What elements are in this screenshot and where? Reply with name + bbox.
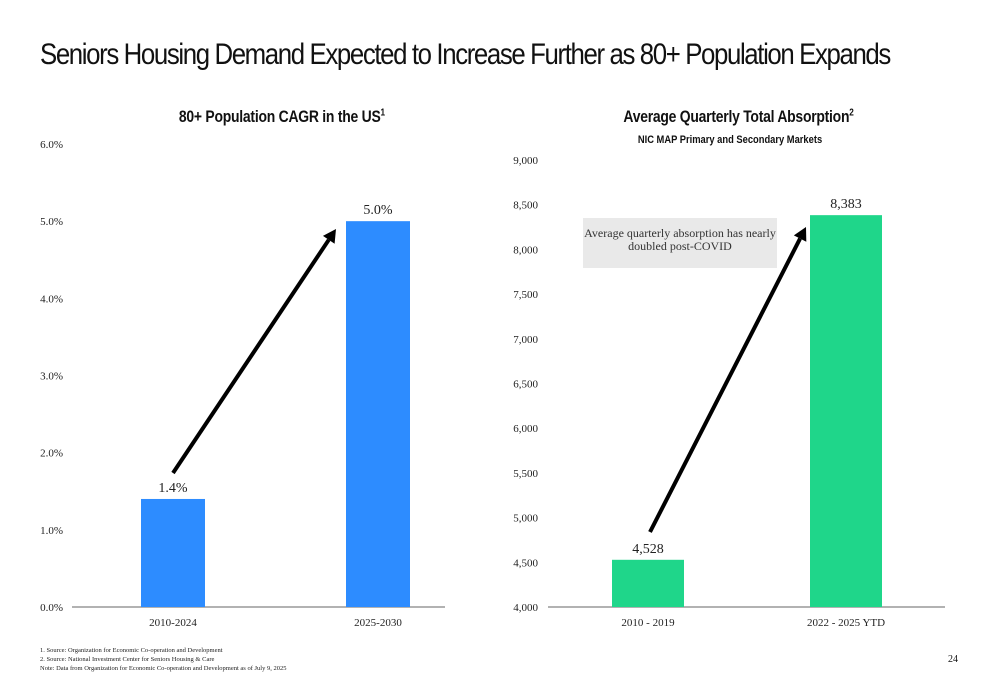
- chart1-ytick: 2.0%: [40, 448, 63, 460]
- chart2-ytick: 8,500: [513, 200, 538, 212]
- chart1-title: 80+ Population CAGR in the US1: [179, 107, 385, 127]
- chart2-title: Average Quarterly Total Absorption2: [623, 107, 853, 127]
- chart2-subtitle: NIC MAP Primary and Secondary Markets: [637, 134, 823, 146]
- chart2-bar: [810, 215, 882, 607]
- footnotes: 1. Source: Organization for Economic Co-…: [40, 646, 286, 673]
- chart2-ytick: 6,500: [513, 379, 538, 391]
- chart2-ytick: 5,000: [513, 513, 538, 525]
- chart1-xtick: 2010-2024: [149, 617, 197, 629]
- footnote-note: Note: Data from Organization for Economi…: [40, 665, 287, 672]
- chart1-ytick: 3.0%: [40, 371, 63, 383]
- chart1-ytick: 4.0%: [40, 293, 63, 305]
- chart1-bar: [346, 221, 410, 607]
- chart2-data-label: 8,383: [830, 197, 862, 212]
- chart2-arrow-head: [793, 227, 807, 242]
- chart1-svg: 0.0% 1.0% 2.0% 3.0% 4.0% 5.0% 6.0% 1.4% 2010-202…: [40, 139, 445, 629]
- chart1-arrow-shaft: [171, 238, 331, 475]
- footnote-2: 2. Source: National Investment Center fo…: [40, 656, 215, 663]
- chart1-ytick: 0.0%: [40, 602, 63, 614]
- chart2-ytick: 4,000: [513, 602, 538, 614]
- chart2-ytick: 5,500: [513, 468, 538, 480]
- chart2-title-text: Average Quarterly Total Absorption: [623, 107, 850, 126]
- chart2-ytick: 4,500: [513, 557, 538, 569]
- footnote-1: 1. Source: Organization for Economic Co-…: [40, 647, 223, 654]
- chart1-data-label: 1.4%: [158, 481, 188, 496]
- chart2-xtick: 2010 - 2019: [621, 617, 675, 629]
- chart1-ytick: 5.0%: [40, 216, 63, 228]
- chart2-bar: [612, 559, 684, 607]
- chart2-xtick: 2022 - 2025 YTD: [807, 617, 885, 629]
- chart2-title-footnote: 2: [849, 107, 854, 119]
- page-number: 24: [948, 654, 958, 665]
- chart2-svg: 4,000 4,500 5,000 5,500 6,000 6,500 7,000 7,500…: [513, 155, 945, 629]
- chart1-bar: [141, 498, 205, 607]
- chart1-ytick: 1.0%: [40, 525, 63, 537]
- chart1-ytick: 6.0%: [40, 139, 63, 151]
- chart1-xtick: 2025-2030: [354, 617, 402, 629]
- chart1-arrow-head: [322, 229, 336, 244]
- chart1-title-footnote: 1: [380, 107, 386, 119]
- chart2-ytick: 6,000: [513, 423, 538, 435]
- chart1-title-text: 80+ Population CAGR in the US: [178, 107, 381, 126]
- chart1-data-label: 5.0%: [363, 203, 393, 218]
- chart2-ytick: 7,000: [513, 334, 538, 346]
- page-title: Seniors Housing Demand Expected to Incre…: [40, 38, 891, 71]
- chart2-ytick: 7,500: [513, 289, 538, 301]
- chart2-ytick: 8,000: [513, 244, 538, 256]
- chart2-callout: Average quarterly absorption has nearly …: [583, 218, 777, 268]
- chart2-data-label: 4,528: [632, 542, 664, 557]
- chart2-arrow-shaft: [648, 237, 802, 533]
- chart2-ytick: 9,000: [513, 155, 538, 167]
